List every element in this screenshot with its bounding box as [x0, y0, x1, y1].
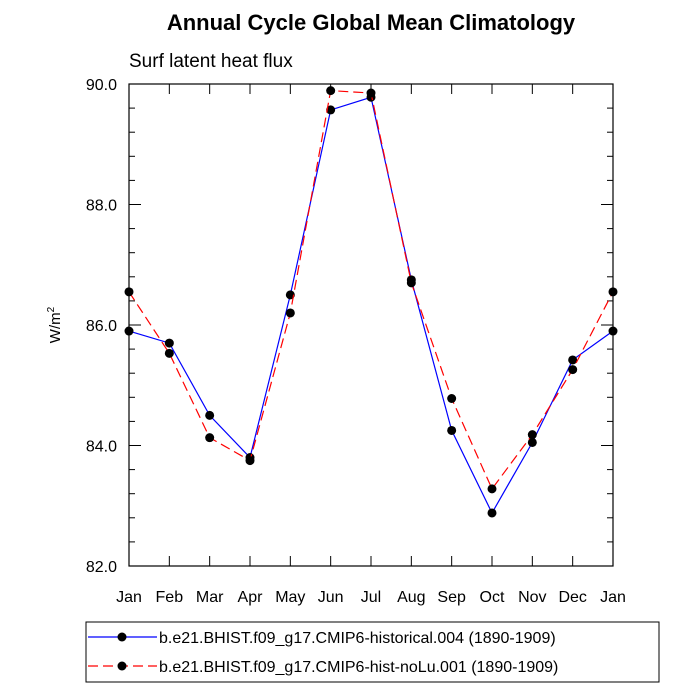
series-1-point — [608, 326, 618, 336]
y-tick-label: 88.0 — [86, 198, 117, 215]
series-1-point — [164, 338, 174, 348]
series-2-point — [366, 88, 376, 98]
legend-label-2: b.e21.BHIST.f09_g17.CMIP6-hist-noLu.001 … — [159, 659, 558, 676]
y-axis-label-superscript: 2 — [46, 306, 57, 312]
series-1-point — [527, 437, 537, 447]
series-2-point — [608, 287, 618, 297]
y-tick-label: 90.0 — [86, 77, 117, 94]
series-1-point — [487, 508, 497, 518]
legend-marker-2 — [117, 661, 127, 671]
x-tick-label: Oct — [480, 589, 505, 606]
series-1-line — [128, 96, 614, 515]
x-tick-label: Nov — [518, 589, 546, 606]
x-tick-label: Sep — [437, 589, 466, 606]
series-1-point — [447, 425, 457, 435]
y-tick-label: 84.0 — [86, 439, 117, 456]
x-tick-label: Dec — [558, 589, 586, 606]
x-tick-label: Apr — [238, 589, 264, 606]
series-layer — [124, 86, 618, 518]
series-2-point — [447, 394, 457, 404]
x-tick-label: May — [275, 589, 305, 606]
x-tick-label: Jul — [361, 589, 381, 606]
series-1-point — [205, 410, 215, 420]
series-2-point — [568, 365, 578, 375]
x-tick-label: Mar — [196, 589, 224, 606]
plot-frame — [128, 83, 614, 567]
series-1-point — [285, 290, 295, 300]
x-tick-label: Jan — [116, 589, 142, 606]
chart-subtitle: Surf latent heat flux — [129, 51, 293, 72]
x-tick-label: Feb — [156, 589, 184, 606]
series-2-point — [164, 348, 174, 358]
series-2-point — [205, 433, 215, 443]
series-2-point — [124, 287, 134, 297]
legend-box — [85, 621, 660, 683]
x-tick-label: Jan — [600, 589, 626, 606]
x-tick-label: Jun — [318, 589, 344, 606]
series-2-point — [487, 484, 497, 494]
legend: b.e21.BHIST.f09_g17.CMIP6-historical.004… — [85, 621, 660, 683]
y-tick-label: 82.0 — [86, 559, 117, 576]
y-axis-label: W/m2 — [46, 306, 64, 343]
y-axis-label-text: W/m — [47, 312, 64, 343]
series-1-point — [124, 326, 134, 336]
x-tick-label: Aug — [397, 589, 425, 606]
legend-marker-1 — [117, 632, 127, 642]
y-tick-label: 86.0 — [86, 318, 117, 335]
series-2-point — [245, 456, 255, 466]
series-2-point — [326, 86, 336, 96]
chart-title: Annual Cycle Global Mean Climatology — [167, 10, 576, 35]
axes: Jan Feb Mar Apr May Jun Jul Aug Sep Oct Nov Dec Jan 8… — [86, 77, 626, 606]
series-2-point — [527, 430, 537, 440]
legend-label-1: b.e21.BHIST.f09_g17.CMIP6-historical.004… — [159, 630, 556, 647]
series-1-point — [326, 105, 336, 115]
series-1-point — [568, 355, 578, 365]
series-2-point — [285, 308, 295, 318]
series-2-point — [406, 278, 416, 288]
series-2-line — [128, 89, 614, 491]
